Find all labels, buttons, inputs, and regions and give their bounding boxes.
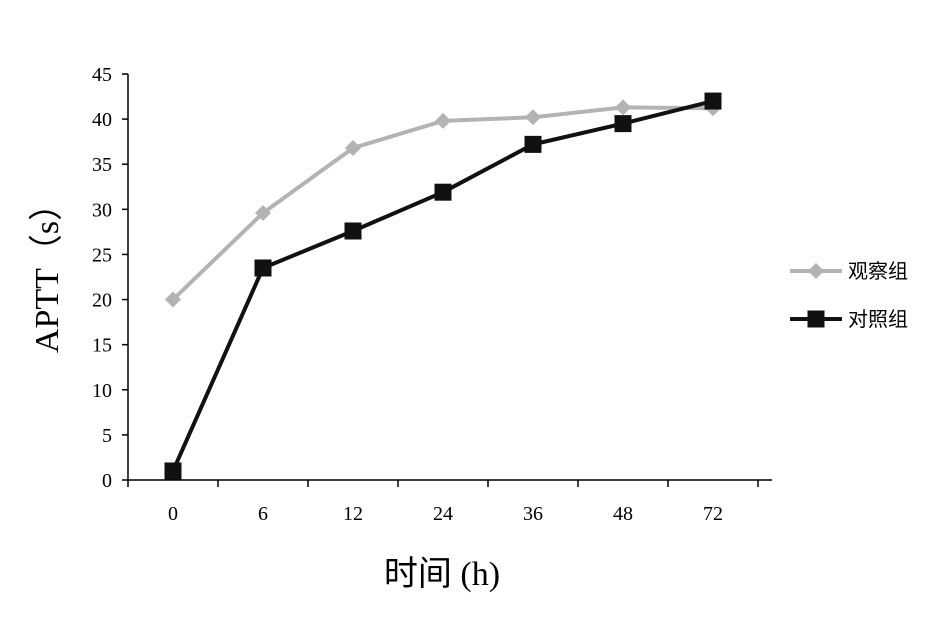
y-tick-label: 0 [102, 470, 112, 492]
data-point [254, 259, 272, 277]
data-point [434, 183, 452, 201]
legend-swatch-marker [807, 310, 825, 328]
data-point [344, 222, 362, 240]
legend-label: 对照组 [848, 307, 908, 331]
legend-label: 观察组 [848, 259, 908, 283]
x-tick-label: 48 [613, 503, 633, 525]
series-line [171, 99, 714, 472]
data-point [345, 139, 361, 156]
y-tick-label: 10 [92, 380, 112, 402]
data-point [525, 109, 541, 126]
y-tick-label: 40 [92, 109, 112, 131]
legend-swatch-marker [808, 263, 824, 279]
x-tick-label: 6 [258, 503, 268, 525]
y-tick-label: 30 [92, 199, 112, 221]
data-point [255, 204, 271, 221]
data-point [435, 112, 451, 129]
x-axis-title: 时间 (h) [384, 556, 500, 593]
series-1 [165, 99, 721, 308]
x-tick-label: 36 [523, 503, 543, 525]
x-tick-label: 72 [703, 503, 723, 525]
data-point [165, 291, 181, 308]
y-tick-label: 5 [102, 425, 112, 447]
y-tick-label: 20 [92, 290, 112, 312]
data-point [704, 92, 722, 110]
data-point [524, 135, 542, 153]
x-tick-label: 0 [168, 503, 178, 525]
series-layer [164, 92, 722, 480]
x-tick-label: 24 [433, 503, 453, 525]
data-point [615, 99, 631, 116]
y-tick-label: 35 [92, 154, 112, 176]
data-point [164, 462, 182, 480]
legend-item-2: 对照组 [790, 307, 908, 331]
series-line [171, 105, 714, 301]
y-axis-title: APTT（s） [28, 187, 66, 353]
data-point [614, 115, 632, 133]
x-tick-label: 12 [343, 503, 363, 525]
y-tick-label: 25 [92, 244, 112, 266]
series-2 [164, 92, 722, 480]
legend-item-1: 观察组 [790, 259, 908, 283]
axes [127, 74, 772, 481]
y-tick-label: 15 [92, 335, 112, 357]
y-tick-label: 45 [92, 64, 112, 86]
y-ticks: 0 5 10 15 20 25 30 35 40 45 [92, 64, 128, 492]
x-ticks: 0 6 12 24 36 48 72 [127, 480, 759, 525]
